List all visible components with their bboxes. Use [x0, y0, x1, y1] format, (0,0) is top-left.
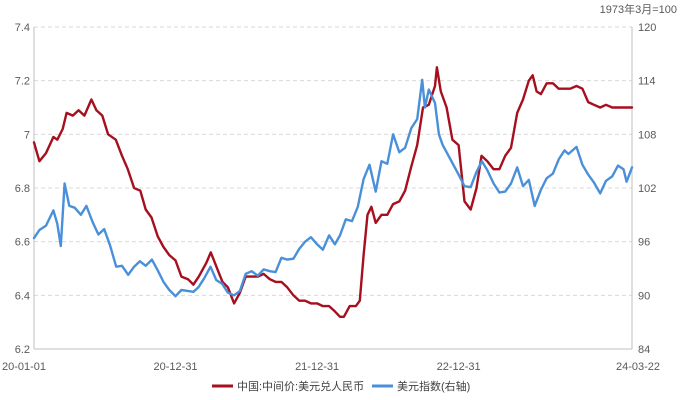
- legend-label: 美元指数(右轴): [397, 379, 470, 393]
- legend-label: 中国:中间价:美元兑人民币: [237, 379, 364, 393]
- legend: 中国:中间价:美元兑人民币 美元指数(右轴): [212, 379, 470, 393]
- left-axis-tick-label: 6.4: [15, 290, 30, 302]
- x-axis-ticks: 20-01-01 20-12-31 21-12-31 22-12-31 24-03-22: [2, 361, 660, 373]
- series-line-usdcny: [32, 66, 634, 318]
- x-axis-tick-label: 22-12-31: [437, 361, 481, 373]
- axis-frame: [33, 27, 633, 350]
- left-axis-tick-label: 7.2: [15, 76, 30, 88]
- left-axis-tick-label: 7.4: [15, 22, 30, 34]
- left-axis-tick-label: 6.2: [15, 344, 30, 356]
- gridlines: [34, 26, 632, 296]
- right-axis-tick-label: 84: [638, 344, 650, 356]
- x-axis-tick-label: 20-01-01: [2, 361, 46, 373]
- x-axis-tick-label: 20-12-31: [154, 361, 198, 373]
- left-axis-tick-label: 6.8: [15, 183, 30, 195]
- series-lines: [32, 66, 634, 318]
- right-axis-tick-label: 108: [638, 129, 656, 141]
- right-axis-tick-label: 102: [638, 183, 656, 195]
- x-axis-tick-label: 24-03-22: [616, 361, 660, 373]
- right-axis-tick-label: 96: [638, 237, 650, 249]
- right-axis-tick-label: 114: [638, 76, 656, 88]
- series-line-usd-index: [32, 78, 634, 298]
- right-axis-unit-note: 1973年3月=100: [600, 2, 677, 16]
- left-axis-ticks: 6.2 6.4 6.6 6.8 7 7.2 7.4: [15, 22, 30, 356]
- left-axis-tick-label: 7: [24, 129, 30, 141]
- right-axis-tick-label: 120: [638, 22, 656, 34]
- x-axis-tick-label: 21-12-31: [295, 361, 339, 373]
- left-axis-tick-label: 6.6: [15, 237, 30, 249]
- right-axis-tick-label: 90: [638, 290, 650, 302]
- right-axis-ticks: 84 90 96 102 108 114 120: [638, 22, 656, 356]
